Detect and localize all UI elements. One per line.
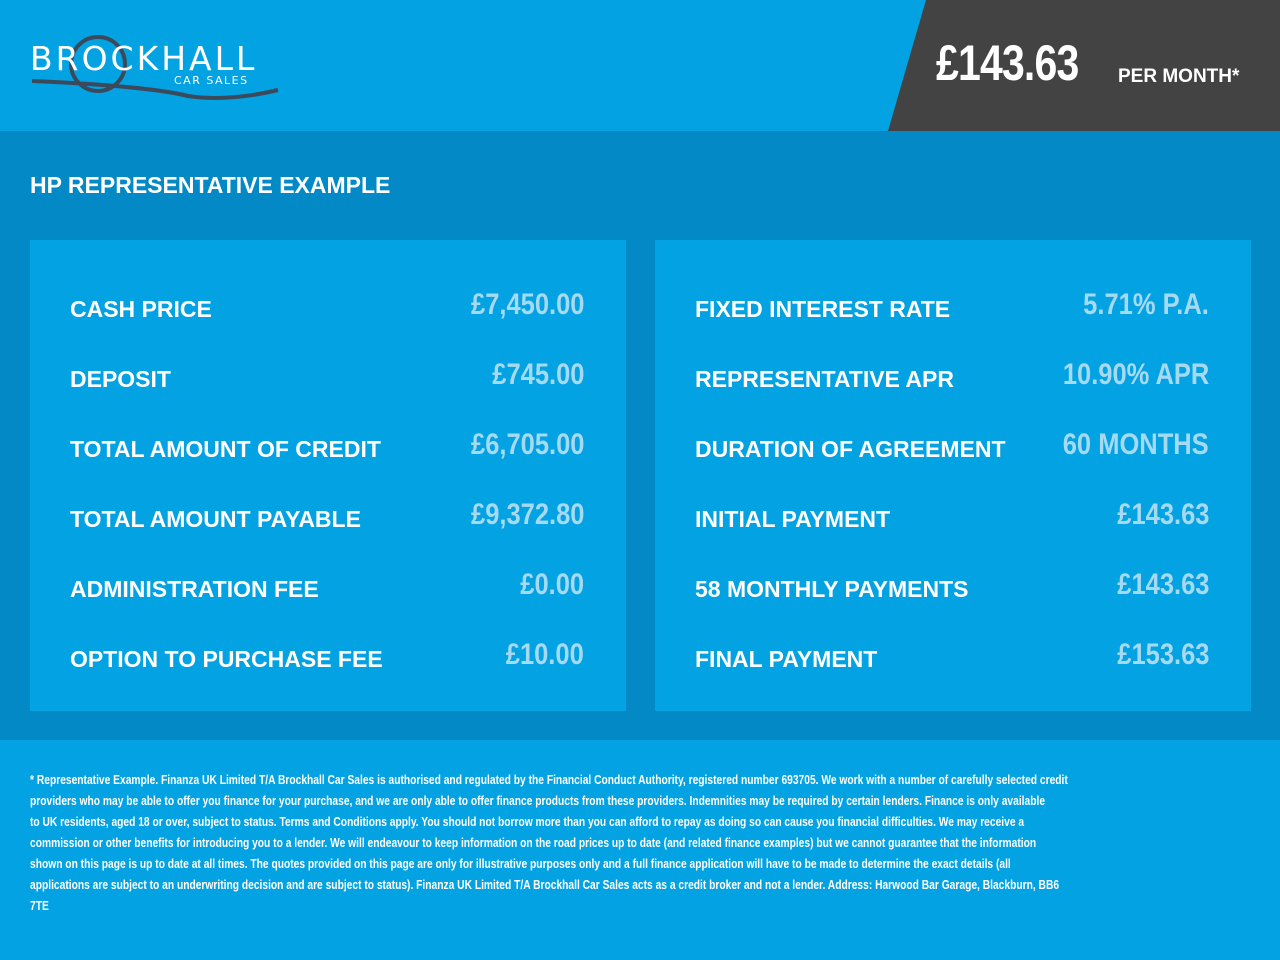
disclaimer-line: shown on this page is up to date at all … [30, 857, 1011, 871]
disclaimer: * Representative Example. Finanza UK Lim… [30, 770, 1250, 917]
left-panel: CASH PRICE £7,450.00 DEPOSIT £745.00 TOTAL A… [30, 240, 626, 711]
header: BROCKHALL CAR SALES £143.63 PER MONTH* [0, 0, 1280, 131]
row-label: DEPOSIT [70, 366, 171, 392]
brockhall-logo: BROCKHALL CAR SALES [30, 35, 279, 100]
row-label: FINAL PAYMENT [695, 646, 878, 672]
finance-row: ADMINISTRATION FEE £0.00 [70, 568, 584, 608]
row-value: 10.90% APR [1062, 358, 1209, 391]
row-label: REPRESENTATIVE APR [695, 366, 954, 392]
finance-row: FIXED INTEREST RATE 5.71% P.A. [695, 288, 1209, 328]
monthly-price: £143.63 [936, 35, 1079, 91]
finance-row: CASH PRICE £7,450.00 [70, 288, 584, 328]
finance-row: 58 MONTHLY PAYMENTS £143.63 [695, 568, 1209, 608]
disclaimer-line: to UK residents, aged 18 or over, subjec… [30, 815, 1025, 829]
disclaimer-line: * Representative Example. Finanza UK Lim… [30, 773, 1068, 787]
finance-row: TOTAL AMOUNT PAYABLE £9,372.80 [70, 498, 584, 538]
row-value: £9,372.80 [470, 498, 584, 531]
row-label: TOTAL AMOUNT OF CREDIT [70, 436, 381, 462]
row-label: CASH PRICE [70, 296, 212, 322]
disclaimer-line: 7TE [30, 899, 49, 913]
finance-row: DURATION OF AGREEMENT 60 MONTHS [695, 428, 1209, 468]
per-month-label: PER MONTH* [1118, 66, 1240, 87]
row-label: DURATION OF AGREEMENT [695, 436, 1006, 462]
right-panel: FIXED INTEREST RATE 5.71% P.A. REPRESENTAT… [655, 240, 1251, 711]
row-value: 60 MONTHS [1063, 428, 1209, 461]
row-label: ADMINISTRATION FEE [70, 576, 319, 602]
row-label: 58 MONTHLY PAYMENTS [695, 576, 969, 602]
finance-row: REPRESENTATIVE APR 10.90% APR [695, 358, 1209, 398]
row-value: £10.00 [505, 638, 584, 671]
row-label: FIXED INTEREST RATE [695, 296, 951, 322]
row-label: TOTAL AMOUNT PAYABLE [70, 506, 361, 532]
disclaimer-line: providers who may be able to offer you f… [30, 794, 1046, 808]
svg-text:CAR SALES: CAR SALES [174, 74, 249, 87]
finance-section: HP REPRESENTATIVE EXAMPLE CASH PRICE £7,4… [0, 131, 1280, 740]
row-value: £7,450.00 [470, 288, 584, 321]
row-label: INITIAL PAYMENT [695, 506, 891, 532]
row-value: £143.63 [1116, 498, 1209, 531]
row-value: £0.00 [520, 568, 584, 601]
row-label: OPTION TO PURCHASE FEE [70, 646, 383, 672]
finance-row: DEPOSIT £745.00 [70, 358, 584, 398]
row-value: £143.63 [1116, 568, 1209, 601]
row-value: £745.00 [491, 358, 584, 391]
row-value: £6,705.00 [470, 428, 584, 461]
monthly-price-box: £143.63 PER MONTH* [888, 0, 1280, 131]
disclaimer-line: commission or other benefits for introdu… [30, 836, 1037, 850]
finance-row: TOTAL AMOUNT OF CREDIT £6,705.00 [70, 428, 584, 468]
section-title: HP REPRESENTATIVE EXAMPLE [30, 172, 391, 198]
finance-row: FINAL PAYMENT £153.63 [695, 638, 1209, 678]
svg-text:BROCKHALL: BROCKHALL [30, 39, 257, 78]
row-value: 5.71% P.A. [1083, 288, 1209, 321]
finance-row: OPTION TO PURCHASE FEE £10.00 [70, 638, 584, 678]
finance-row: INITIAL PAYMENT £143.63 [695, 498, 1209, 538]
row-value: £153.63 [1116, 638, 1209, 671]
disclaimer-line: applications are subject to an underwrit… [30, 878, 1060, 892]
